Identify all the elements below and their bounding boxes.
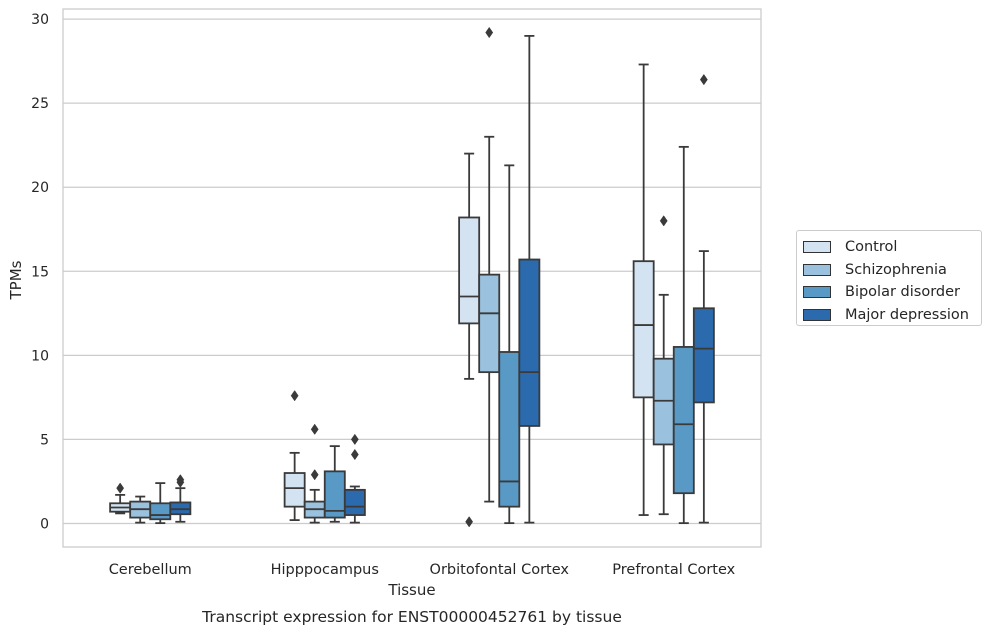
x-tick-label: Cerebellum (109, 562, 192, 578)
box-cerebellum-schizophrenia (129, 495, 152, 524)
box-plot-series (109, 26, 715, 528)
y-tick-label: 5 (40, 432, 49, 448)
outlier-point (485, 26, 494, 39)
box-iqr (478, 273, 501, 374)
legend: Control Schizophrenia Bipolar disorder M… (796, 230, 982, 326)
box-iqr (149, 502, 172, 521)
x-tick-label: Prefrontal Cortex (612, 562, 735, 578)
y-tick-label: 0 (40, 516, 49, 532)
box-iqr (518, 258, 541, 427)
legend-swatch-control (803, 241, 831, 254)
box-prefrontal-cortex-control (632, 63, 655, 516)
box-cerebellum-major-depression (169, 474, 192, 523)
box-cerebellum-bipolar-disorder (149, 482, 172, 525)
box-orbitofontal-cortex-bipolar-disorder (498, 164, 521, 525)
box-iqr (672, 346, 695, 495)
box-iqr (458, 216, 481, 325)
series-schizophrenia (129, 26, 675, 524)
series-bipolar-disorder (149, 145, 695, 525)
outlier-point (465, 516, 474, 528)
outlier-point (659, 215, 668, 227)
series-control (109, 63, 655, 528)
legend-swatch-bipolar-disorder (803, 286, 831, 299)
legend-item-bipolar-disorder: Bipolar disorder (803, 281, 981, 304)
box-hipppocampus-bipolar-disorder (323, 445, 346, 523)
legend-item-major-depression: Major depression (803, 304, 981, 327)
x-tick-label: Hipppocampus (271, 562, 379, 578)
legend-label-major-depression: Major depression (845, 306, 969, 323)
box-prefrontal-cortex-major-depression (692, 73, 715, 524)
plot-frame (62, 8, 762, 548)
x-tick-label: Orbitofontal Cortex (430, 562, 570, 578)
box-iqr (692, 307, 715, 404)
legend-label-control: Control (845, 239, 898, 256)
box-orbitofontal-cortex-schizophrenia (478, 26, 501, 503)
outlier-point (116, 482, 125, 494)
y-tick-label: 20 (31, 180, 49, 196)
box-iqr (343, 488, 366, 516)
y-tick-label: 15 (31, 264, 49, 280)
legend-label-schizophrenia: Schizophrenia (845, 261, 947, 278)
box-orbitofontal-cortex-control (458, 152, 481, 528)
outlier-point (176, 474, 185, 486)
outlier-point (290, 390, 299, 402)
outlier-point (350, 448, 359, 461)
outlier-point (350, 433, 359, 446)
legend-item-schizophrenia: Schizophrenia (803, 259, 981, 282)
y-axis-label: TPMs (7, 260, 25, 300)
y-tick-label: 10 (31, 348, 49, 364)
y-tick-label: 25 (31, 96, 49, 112)
grid-lines (63, 18, 761, 525)
legend-swatch-schizophrenia (803, 263, 831, 276)
box-cerebellum-control (109, 482, 132, 515)
box-orbitofontal-cortex-major-depression (518, 35, 541, 524)
box-iqr (632, 260, 655, 399)
x-axis-label: Tissue (387, 581, 435, 599)
legend-swatch-major-depression (803, 308, 831, 321)
legend-item-control: Control (803, 236, 981, 259)
chart-title: Transcript expression for ENST0000045276… (201, 608, 622, 626)
outlier-point (310, 469, 319, 481)
box-prefrontal-cortex-bipolar-disorder (672, 145, 695, 525)
outlier-point (310, 423, 319, 435)
box-iqr (498, 351, 521, 508)
y-tick-labels: 0 5 10 15 20 25 30 (31, 12, 49, 532)
box-hipppocampus-control (283, 390, 306, 521)
box-hipppocampus-major-depression (343, 433, 366, 524)
box-prefrontal-cortex-schizophrenia (652, 215, 675, 516)
y-tick-label: 30 (31, 12, 49, 28)
series-major-depression (169, 35, 715, 524)
legend-label-bipolar-disorder: Bipolar disorder (845, 284, 960, 301)
box-iqr (283, 472, 306, 508)
x-tick-labels: Cerebellum Hipppocampus Orbitofontal Corte… (109, 562, 736, 578)
outlier-point (699, 73, 708, 86)
